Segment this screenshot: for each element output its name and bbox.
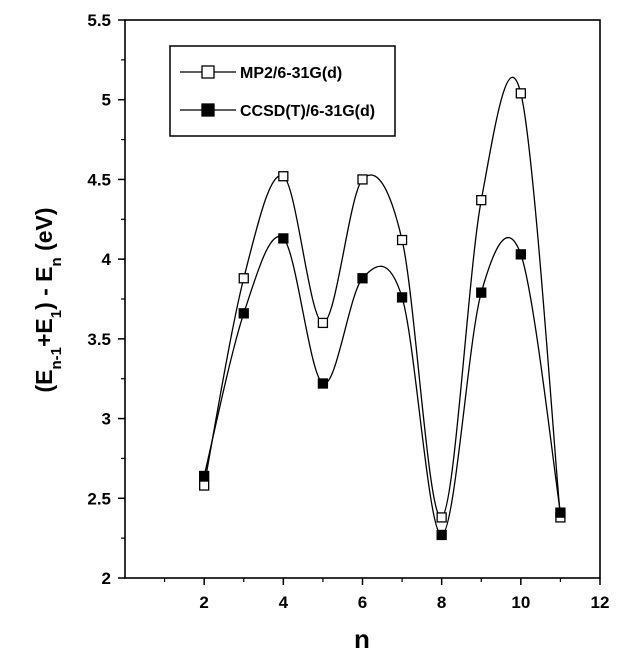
data-point-filled-square [396, 292, 408, 303]
data-point-filled-square [357, 273, 368, 284]
x-tick-label: 4 [279, 593, 289, 612]
series-line-1 [203, 235, 562, 536]
y-tick-label: 3.5 [87, 330, 111, 349]
y-tick-label: 2 [102, 569, 111, 588]
y-axis-title: (En-1+E1) - En (eV) [31, 207, 65, 392]
data-point-filled-square [317, 378, 329, 389]
y-tick-label: 3 [102, 410, 111, 429]
legend-label: CCSD(T)/6-31G(d) [240, 103, 375, 120]
data-point-open-square [199, 480, 210, 491]
axis-ticks [118, 19, 601, 585]
legend-box [169, 45, 396, 137]
data-point-filled-square [278, 233, 289, 244]
x-tick-label: 12 [591, 593, 610, 612]
data-point-filled-square [515, 249, 526, 260]
series-curves [203, 76, 562, 536]
data-point-open-square [515, 88, 526, 99]
data-point-open-square [238, 273, 249, 284]
legend-filled-square-icon [201, 103, 215, 117]
y-tick-label: 4.5 [87, 170, 111, 189]
legend-label: MP2/6-31G(d) [240, 65, 342, 82]
y-tick-label: 5.5 [87, 11, 111, 30]
x-tick-label: 2 [199, 593, 208, 612]
data-point-open-square [357, 174, 368, 185]
data-point-open-square [278, 171, 289, 182]
x-tick-label: 10 [511, 593, 530, 612]
data-point-open-square [476, 195, 487, 206]
data-point-filled-square [555, 507, 566, 518]
x-tick-label: 8 [437, 593, 446, 612]
y-tick-label: 2.5 [87, 489, 111, 508]
x-tick-label: 6 [358, 593, 367, 612]
data-point-filled-square [238, 308, 249, 319]
series-markers [199, 88, 566, 541]
data-point-filled-square [199, 470, 210, 482]
x-axis-title: n [354, 624, 370, 654]
data-point-open-square [436, 512, 447, 523]
legend-open-square-icon [201, 65, 215, 79]
y-tick-label: 4 [102, 250, 112, 269]
series-line-0 [203, 76, 562, 519]
y-tick-label: 5 [102, 91, 111, 110]
data-point-filled-square [436, 529, 447, 541]
legend: MP2/6-31G(d) CCSD(T)/6-31G(d) [169, 45, 396, 137]
data-point-open-square [396, 234, 408, 246]
data-point-open-square [317, 317, 329, 329]
data-point-filled-square [476, 287, 487, 298]
tick-labels: 2 2.5 3 3.5 4 4.5 5 5.5 2 4 6 8 10 12 [87, 11, 609, 612]
